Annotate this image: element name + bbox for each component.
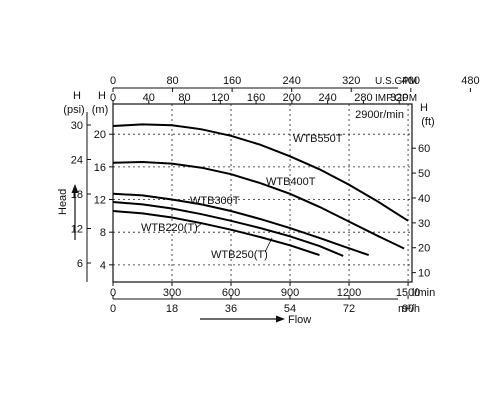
m3h-tick-label: 36	[225, 303, 237, 315]
m3h-unit-label: m³/h	[398, 303, 420, 315]
psi-unit-bottom: (psi)	[63, 104, 84, 116]
flow-arrow-head	[276, 315, 285, 323]
impgpm-tick-label: 280	[354, 92, 372, 104]
curve-label-wtb250t: WTB250(T)	[211, 249, 268, 261]
lpm-unit-label: l/min	[412, 287, 435, 299]
impgpm-tick-label: 160	[247, 92, 265, 104]
psi-unit-top: H	[73, 90, 81, 102]
usgpm-unit-label: U.S.GPM	[375, 76, 417, 87]
lpm-tick-label: 900	[281, 287, 299, 299]
x-axis-title: Flow	[288, 314, 311, 326]
curve-label-leader	[195, 222, 203, 229]
impgpm-tick-label: 200	[283, 92, 301, 104]
curve-label-wtb300t: WTB300T	[190, 195, 240, 207]
curve-wtb220t	[112, 201, 344, 257]
speed-label: 2900r/min	[355, 109, 404, 121]
plot-frame	[86, 87, 413, 300]
pump-curves	[112, 123, 409, 257]
ft-tick-label: 40	[418, 193, 430, 205]
head-arrow-head	[71, 184, 79, 193]
impgpm-unit-label: IMP.GPM	[375, 93, 417, 104]
curve-label-wtb220t: WTB220(T)	[141, 222, 198, 234]
m-tick-label: 8	[100, 227, 106, 239]
usgpm-tick-label: 160	[223, 75, 241, 87]
ft-tick-label: 20	[418, 243, 430, 255]
psi-tick-label: 30	[71, 120, 83, 132]
impgpm-tick-label: 240	[318, 92, 336, 104]
m-tick-label: 16	[94, 162, 106, 174]
y-axis-title: Head	[57, 189, 69, 215]
usgpm-tick-label: 0	[110, 75, 116, 87]
ft-unit-bottom: (ft)	[421, 116, 434, 128]
m-unit-bottom: (m)	[92, 104, 109, 116]
lpm-tick-label: 300	[163, 287, 181, 299]
psi-tick-label: 12	[71, 224, 83, 236]
m-tick-label: 12	[94, 195, 106, 207]
usgpm-tick-label: 400	[402, 75, 420, 87]
curve-label-wtb400t: WTB400T	[266, 176, 316, 188]
curve-wtb550t	[112, 123, 409, 222]
lpm-tick-label: 1200	[337, 287, 361, 299]
psi-tick-label: 6	[77, 258, 83, 270]
ft-unit-top: H	[420, 102, 428, 114]
curve-label-wtb550t: WTB550T	[293, 133, 343, 145]
m3h-tick-label: 0	[110, 303, 116, 315]
impgpm-tick-label: 320	[390, 92, 408, 104]
lpm-tick-label: 0	[110, 287, 116, 299]
lpm-tick-label: 1500	[396, 287, 420, 299]
ft-tick-label: 60	[418, 143, 430, 155]
usgpm-tick-label: 320	[342, 75, 360, 87]
impgpm-tick-label: 40	[143, 92, 155, 104]
m3h-tick-label: 90	[402, 303, 414, 315]
usgpm-tick-label: 480	[461, 75, 479, 87]
plot-border	[112, 103, 413, 283]
ft-tick-label: 30	[418, 218, 430, 230]
usgpm-tick-label: 240	[283, 75, 301, 87]
m-tick-label: 20	[94, 129, 106, 141]
m3h-tick-label: 72	[343, 303, 355, 315]
curve-wtb400t	[112, 160, 405, 250]
curve-wtb300t	[112, 192, 370, 257]
impgpm-tick-label: 120	[211, 92, 229, 104]
psi-tick-label: 24	[71, 155, 83, 167]
m-tick-label: 4	[100, 260, 106, 272]
ft-tick-label: 50	[418, 168, 430, 180]
axis-labels: WTB550T WTB400T WTB300T WTB220(T) WTB250(T)	[71, 133, 343, 323]
m3h-tick-label: 54	[284, 303, 296, 315]
curve-label-leader	[264, 237, 273, 253]
m3h-tick-label: 18	[166, 303, 178, 315]
impgpm-tick-label: 0	[110, 92, 116, 104]
lpm-tick-label: 600	[222, 287, 240, 299]
curve-wtb250t	[112, 210, 320, 257]
impgpm-tick-label: 80	[178, 92, 190, 104]
ft-tick-label: 10	[418, 268, 430, 280]
m-unit-top: H	[98, 90, 106, 102]
usgpm-tick-label: 80	[166, 75, 178, 87]
